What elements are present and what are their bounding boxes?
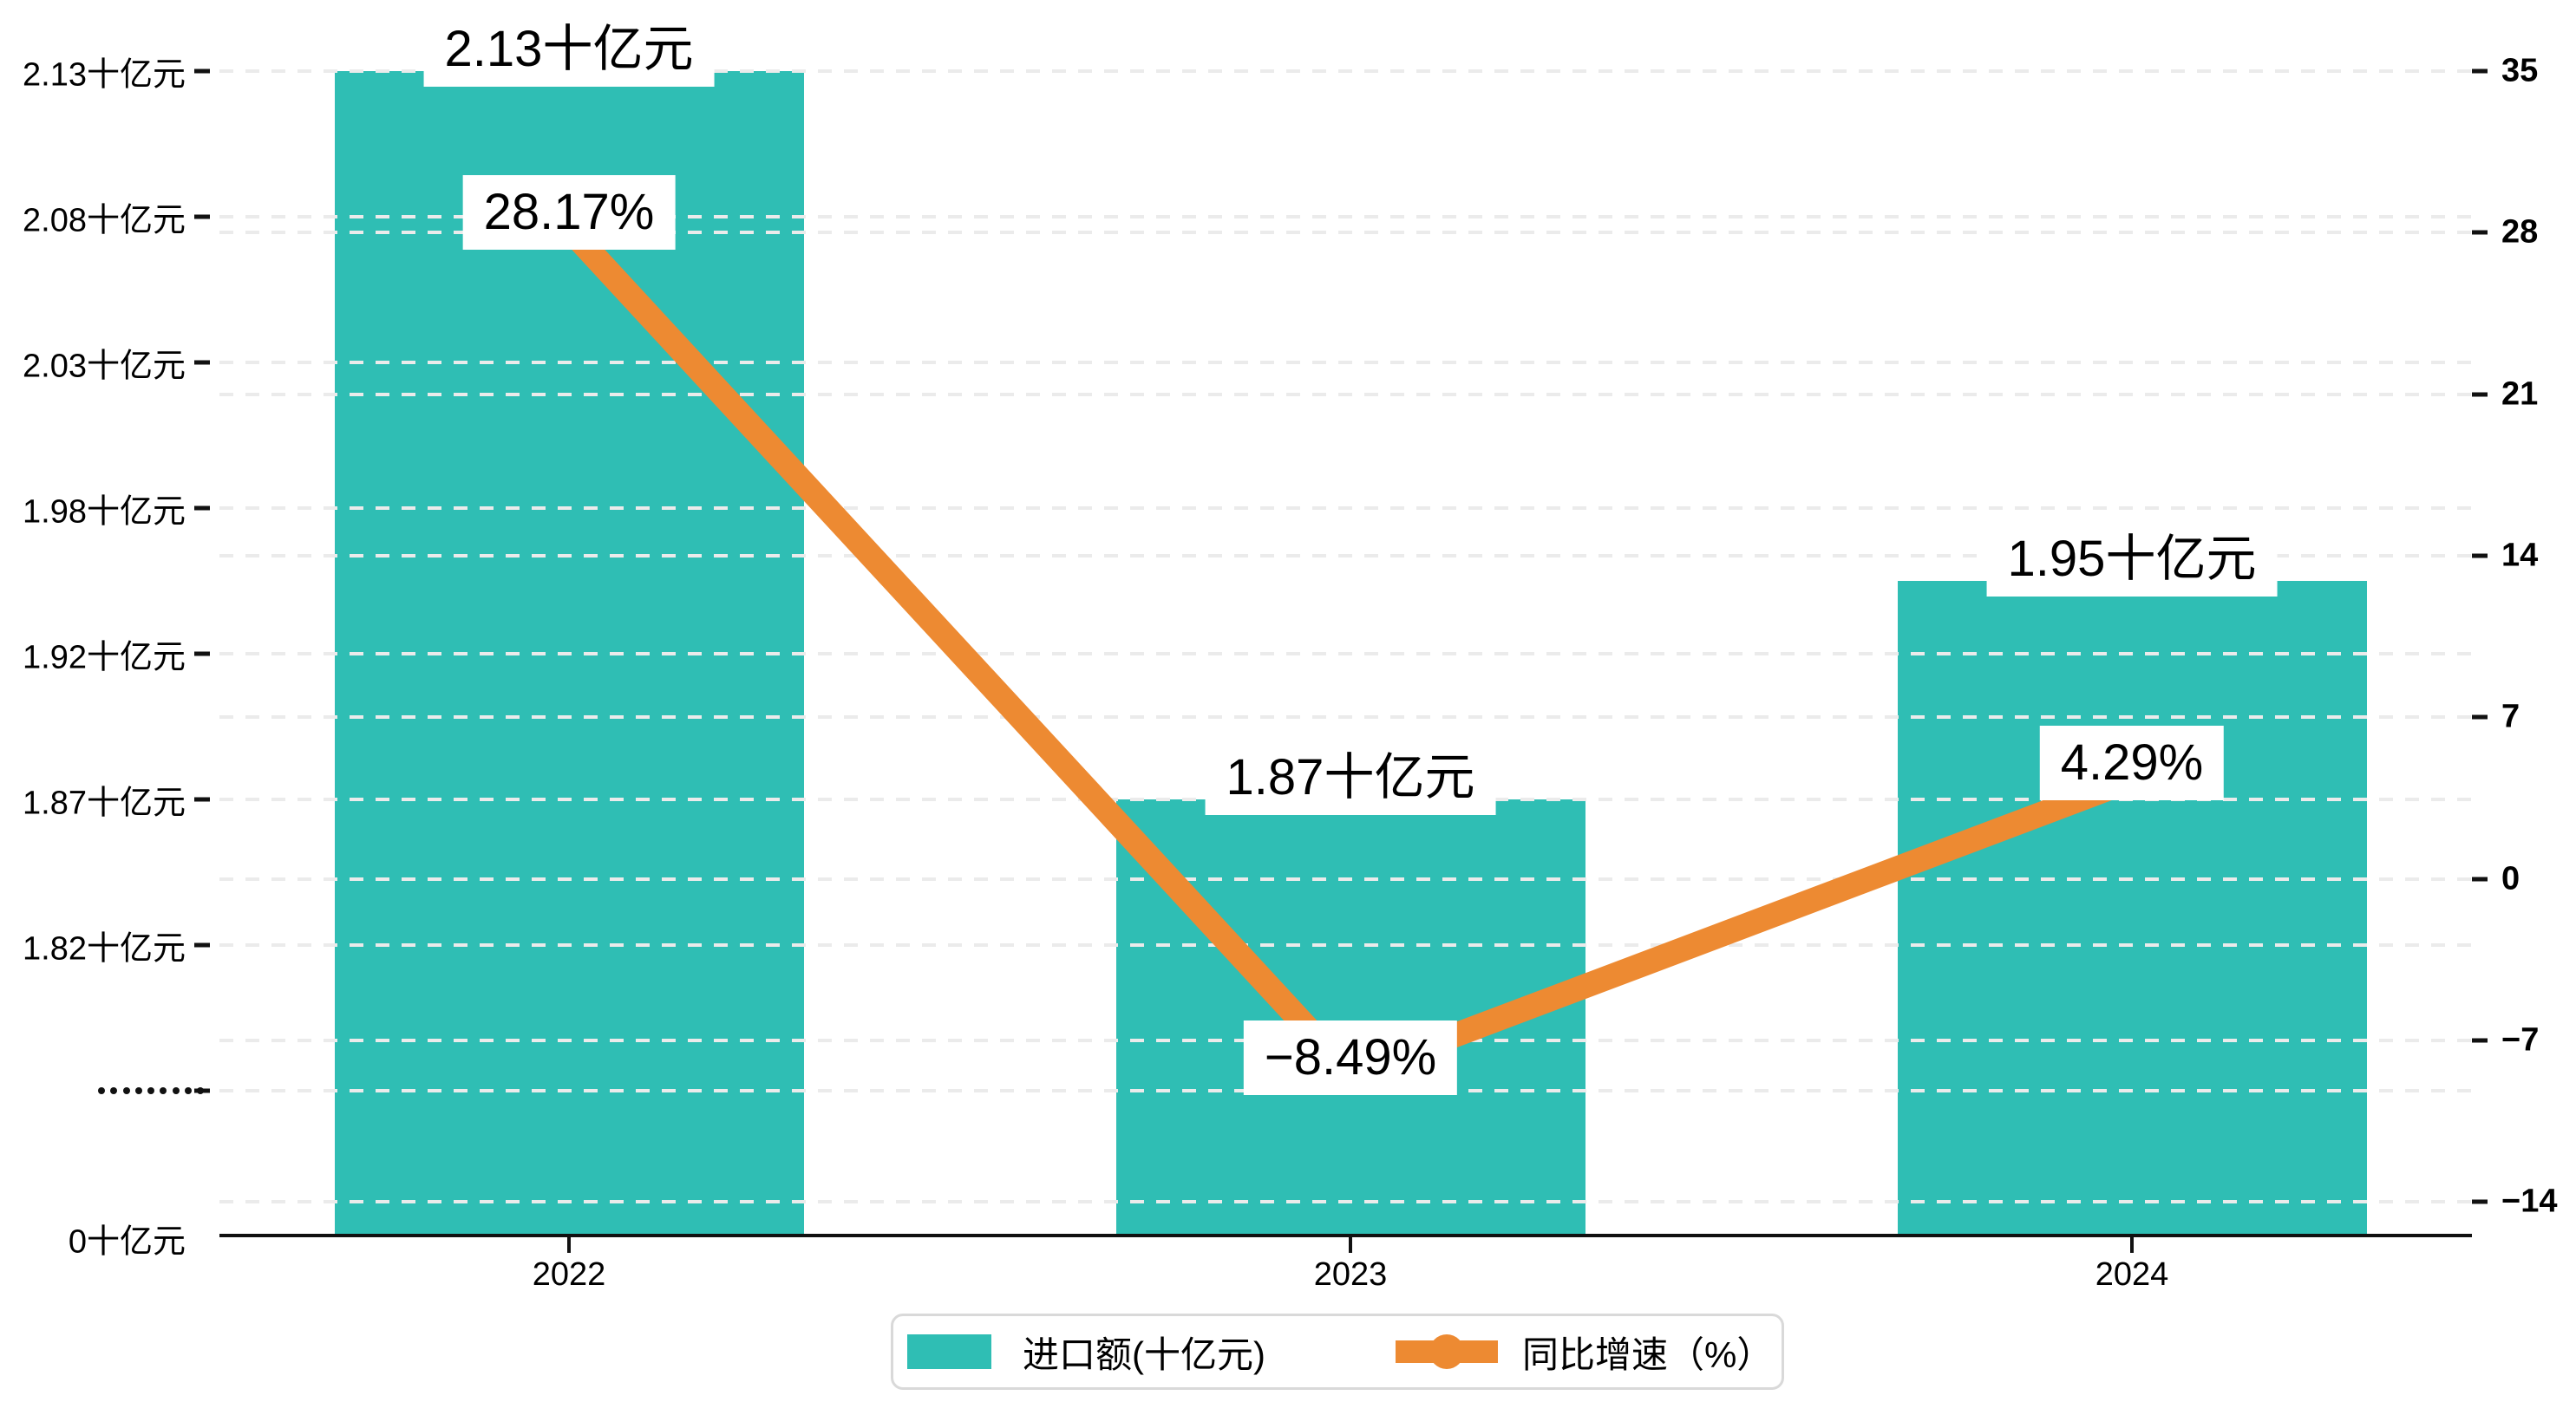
right-axis-label: −7 (2501, 1021, 2540, 1059)
gridline (219, 69, 2472, 73)
right-axis-tick (2472, 230, 2488, 235)
x-axis-line (219, 1234, 2472, 1237)
x-axis-tick (567, 1237, 571, 1253)
left-axis-label: 2.03十亿元 (23, 348, 186, 385)
right-axis-label: −14 (2501, 1183, 2558, 1220)
left-axis-label: 1.92十亿元 (23, 639, 186, 676)
line-value-label-2022: 28.17% (462, 174, 676, 250)
right-axis-tick (2472, 1199, 2488, 1204)
left-axis-label: 1.98十亿元 (23, 493, 186, 531)
left-axis-tick (194, 68, 210, 74)
left-axis-label: 1.82十亿元 (23, 930, 186, 968)
x-axis-label-2022: 2022 (532, 1256, 606, 1293)
right-axis-tick (2472, 1038, 2488, 1043)
right-axis-tick (2472, 714, 2488, 720)
right-axis-tick (2472, 68, 2488, 74)
line-series-marker-icon (1395, 1333, 1498, 1371)
axis-break-dots (98, 1087, 204, 1094)
left-axis-tick (194, 360, 210, 365)
right-axis-tick (2472, 553, 2488, 558)
right-axis-label: 7 (2501, 698, 2520, 735)
legend: 进口额(十亿元) 同比增速（%） (891, 1314, 1784, 1390)
left-axis-label: 0十亿元 (68, 1223, 186, 1261)
right-axis-label: 0 (2501, 860, 2520, 897)
left-axis-label: 2.08十亿元 (23, 202, 186, 239)
x-axis-label-2024: 2024 (2095, 1256, 2169, 1293)
left-axis-tick (194, 651, 210, 656)
x-axis-label-2023: 2023 (1313, 1256, 1388, 1293)
bar-series-label: 进口额(十亿元) (1023, 1333, 1265, 1375)
legend-item-imports[interactable]: 进口额(十亿元) (907, 1316, 1265, 1387)
x-axis-tick (1349, 1237, 1352, 1253)
bar-series-swatch (907, 1334, 991, 1369)
left-axis-tick (194, 214, 210, 219)
line-value-label-2023: −8.49% (1243, 1020, 1458, 1096)
line-series-label: 同比增速（%） (1521, 1333, 1774, 1375)
right-axis-tick (2472, 392, 2488, 397)
x-axis-tick (2130, 1237, 2134, 1253)
right-axis-tick (2472, 877, 2488, 881)
right-axis-label: 21 (2501, 375, 2539, 413)
left-axis-label: 2.13十亿元 (23, 56, 186, 94)
left-axis-label: 1.87十亿元 (23, 785, 186, 822)
legend-item-growth[interactable]: 同比增速（%） (1265, 1316, 1773, 1387)
right-axis-label: 14 (2501, 537, 2539, 574)
gridline (219, 1200, 2472, 1203)
bar-value-label-2022: 2.13十亿元 (423, 12, 715, 87)
bar-value-label-2023: 1.87十亿元 (1205, 740, 1496, 815)
gridline (219, 215, 2472, 218)
left-axis-tick (194, 505, 210, 511)
line-value-label-2024: 4.29% (2039, 726, 2225, 801)
bar-value-label-2024: 1.95十亿元 (1986, 522, 2278, 597)
right-axis-label: 35 (2501, 52, 2539, 89)
right-axis-label: 28 (2501, 213, 2539, 251)
left-axis-tick (194, 797, 210, 802)
left-axis-tick (194, 942, 210, 948)
